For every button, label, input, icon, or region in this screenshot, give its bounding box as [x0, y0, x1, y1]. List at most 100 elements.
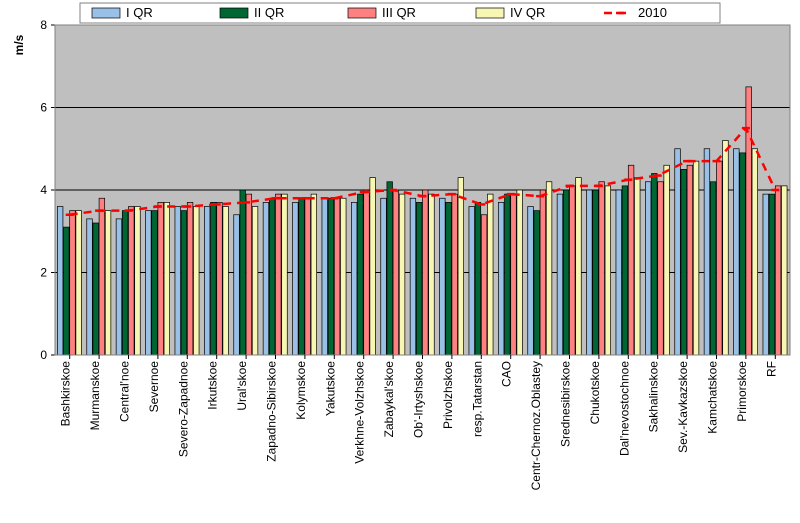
- bar: [276, 194, 282, 355]
- bar: [93, 223, 99, 355]
- bar: [311, 194, 317, 355]
- bar: [105, 211, 111, 355]
- x-tick-label: Bashkirskoe: [59, 361, 73, 427]
- bar: [769, 194, 775, 355]
- bar: [175, 207, 181, 356]
- bar: [717, 161, 723, 355]
- bar: [775, 186, 781, 355]
- bar: [605, 186, 611, 355]
- bar: [381, 198, 387, 355]
- legend-swatch: [476, 8, 504, 18]
- x-tick-label: CAO: [500, 361, 514, 387]
- bar: [252, 207, 258, 356]
- bar: [681, 169, 687, 355]
- bar: [763, 194, 769, 355]
- bar: [122, 211, 128, 355]
- bar: [305, 198, 311, 355]
- bar: [664, 165, 670, 355]
- bar: [99, 198, 105, 355]
- bar: [587, 190, 593, 355]
- bar: [557, 194, 563, 355]
- bar: [116, 219, 122, 355]
- x-tick-label: Murmanskoe: [88, 361, 102, 431]
- legend-swatch: [220, 8, 248, 18]
- bar: [628, 165, 634, 355]
- bar: [334, 198, 340, 355]
- legend-swatch: [92, 8, 120, 18]
- x-tick-label: Kolymskoe: [294, 361, 308, 420]
- bar: [440, 198, 446, 355]
- bar: [358, 194, 364, 355]
- bar: [204, 207, 210, 356]
- bar: [511, 194, 517, 355]
- x-tick-label: Sakhalinskoe: [647, 361, 661, 433]
- bar: [158, 202, 164, 355]
- bar: [410, 198, 416, 355]
- y-tick-label: 8: [40, 18, 47, 32]
- bar: [576, 178, 582, 355]
- x-tick-label: Zapadno-Sibirskoe: [265, 361, 279, 462]
- bar: [505, 194, 511, 355]
- bar: [351, 202, 357, 355]
- bar: [322, 198, 328, 355]
- bar: [675, 149, 681, 355]
- bar: [393, 190, 399, 355]
- bar: [340, 198, 346, 355]
- bar: [658, 182, 664, 355]
- x-tick-label: Verkhne-Volzhskoe: [353, 361, 367, 464]
- bar: [517, 190, 523, 355]
- bar: [293, 202, 299, 355]
- bar: [469, 207, 475, 356]
- bar: [687, 165, 693, 355]
- bar: [246, 194, 252, 355]
- x-tick-label: Chukotskoe: [588, 361, 602, 425]
- bar: [781, 186, 787, 355]
- x-tick-label: Dal'nevostochnoe: [617, 361, 631, 456]
- bar: [645, 182, 651, 355]
- bar: [563, 190, 569, 355]
- bar: [599, 182, 605, 355]
- bar: [740, 153, 746, 355]
- bar: [370, 178, 376, 355]
- x-tick-label: RF: [764, 361, 778, 377]
- legend-label: III QR: [382, 5, 416, 20]
- bar: [704, 149, 710, 355]
- bar: [328, 198, 334, 355]
- y-tick-label: 2: [40, 266, 47, 280]
- x-tick-label: Centr-Chernoz.Oblastey: [529, 361, 543, 490]
- bar: [593, 190, 599, 355]
- bar: [693, 161, 699, 355]
- bar: [652, 174, 658, 356]
- legend-label: I QR: [126, 5, 153, 20]
- x-tick-label: Central'noe: [118, 361, 132, 422]
- bar: [211, 202, 217, 355]
- bar: [458, 178, 464, 355]
- bar: [528, 207, 534, 356]
- bar: [570, 186, 576, 355]
- bar: [181, 211, 187, 355]
- y-tick-label: 4: [40, 183, 47, 197]
- bar: [135, 207, 141, 356]
- x-tick-label: Srednesibirskoe: [559, 361, 573, 447]
- bar: [498, 202, 504, 355]
- bar: [76, 211, 82, 355]
- bar: [446, 202, 452, 355]
- bar: [234, 215, 240, 355]
- x-tick-label: Privolzhskoe: [441, 361, 455, 429]
- x-tick-label: Severo-Zapadnoe: [176, 361, 190, 457]
- bar: [622, 186, 628, 355]
- bar: [634, 178, 640, 355]
- bar: [152, 211, 158, 355]
- bar: [263, 202, 269, 355]
- bar: [534, 211, 540, 355]
- bar: [223, 207, 229, 356]
- bar: [452, 194, 458, 355]
- bar: [616, 190, 622, 355]
- legend-label: IV QR: [510, 5, 545, 20]
- bar: [387, 182, 393, 355]
- bar: [416, 202, 422, 355]
- bar: [164, 202, 170, 355]
- bar: [364, 190, 370, 355]
- x-tick-label: Sev.-Kavkazskoe: [676, 361, 690, 453]
- bar: [481, 215, 487, 355]
